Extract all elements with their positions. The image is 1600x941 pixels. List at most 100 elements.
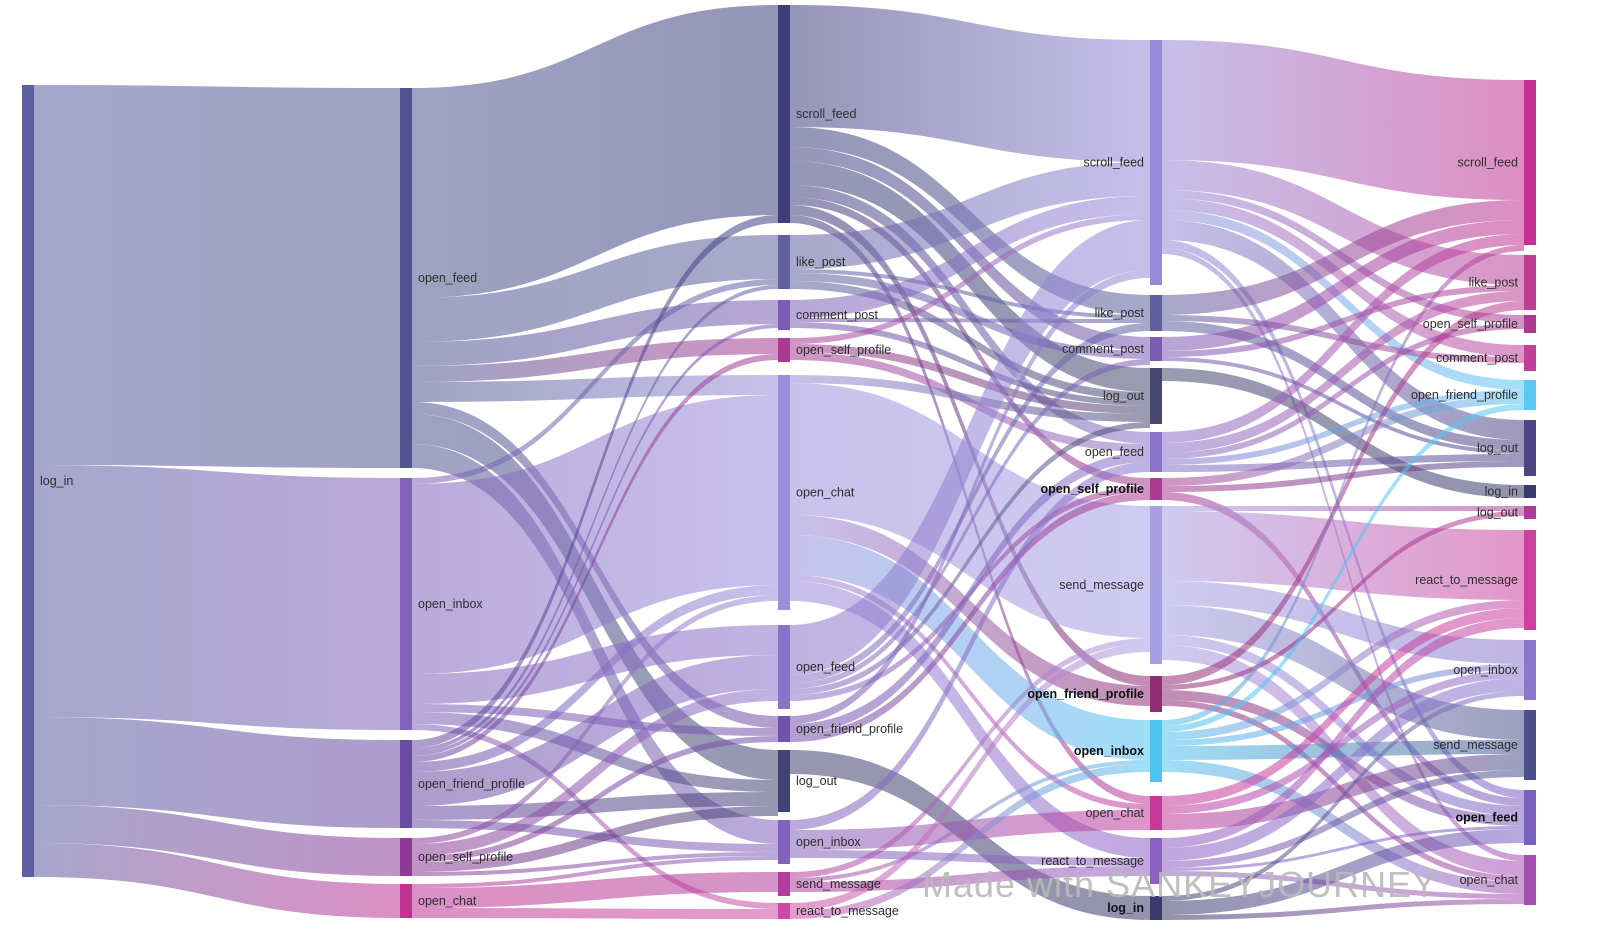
link-c1_log_in-to-c2_open_self_profile[interactable] <box>34 805 400 876</box>
link-c2_open_feed-to-c3_open_inbox[interactable] <box>412 444 778 844</box>
link-c3_open_friend_profile-to-c4_scroll_feed[interactable] <box>790 270 1150 724</box>
link-c3_send_message-to-c4_react_to_message[interactable] <box>790 866 1150 892</box>
node-c3_open_self_profile[interactable] <box>778 338 790 362</box>
link-c2_open_friend_profile-to-c3_scroll_feed[interactable] <box>412 215 778 748</box>
node-c2_open_feed[interactable] <box>400 88 412 468</box>
link-c3_open_feed-to-c4_like_post[interactable] <box>790 323 1150 683</box>
link-c3_like_post-to-c4_like_post[interactable] <box>790 269 1150 319</box>
link-c2_open_self_profile-to-c3_open_friend_profile[interactable] <box>412 736 778 862</box>
link-c3_scroll_feed-to-c4_scroll_feed[interactable] <box>790 5 1150 162</box>
node-c2_open_inbox[interactable] <box>400 478 412 730</box>
node-c5_open_chat[interactable] <box>1524 855 1536 905</box>
node-c5_send_message[interactable] <box>1524 710 1536 780</box>
node-c5_open_friend_profile[interactable] <box>1524 380 1536 410</box>
link-c4_open_inbox-to-c5_send_message[interactable] <box>1162 740 1524 760</box>
link-c2_open_feed-to-c3_open_chat[interactable] <box>412 375 778 402</box>
link-c4_open_self_profile-to-c5_log_out[interactable] <box>1162 461 1524 492</box>
link-c4_scroll_feed-to-c5_open_feed[interactable] <box>1162 240 1524 798</box>
link-c3_comment_post-to-c4_scroll_feed[interactable] <box>790 196 1150 318</box>
node-c5_like_post[interactable] <box>1524 255 1536 310</box>
link-c3_open_chat-to-c4_open_friend_profile[interactable] <box>790 515 1150 706</box>
link-c3_open_friend_profile-to-c4_open_feed[interactable] <box>790 452 1150 734</box>
link-c2_open_chat-to-c3_react_to_message[interactable] <box>412 908 778 919</box>
link-c4_comment_post-to-c5_log_out[interactable] <box>1162 357 1524 454</box>
node-c5_comment_post[interactable] <box>1524 345 1536 371</box>
link-c4_open_inbox-to-c5_scroll_feed[interactable] <box>1162 245 1524 726</box>
link-c2_open_friend_profile-to-c3_open_self_profile[interactable] <box>412 354 778 762</box>
node-c5_open_inbox[interactable] <box>1524 640 1536 700</box>
node-c4_open_self_profile[interactable] <box>1150 478 1162 500</box>
link-c4_scroll_feed-to-c5_open_friend_profile[interactable] <box>1162 210 1524 390</box>
node-c4_log_out[interactable] <box>1150 368 1162 424</box>
link-c3_open_chat-to-c4_open_chat[interactable] <box>790 575 1150 810</box>
link-c3_open_self_profile-to-c4_log_out[interactable] <box>790 344 1150 414</box>
node-c2_open_chat[interactable] <box>400 884 412 918</box>
link-c2_open_inbox-to-c3_open_feed[interactable] <box>412 625 778 704</box>
link-c2_open_self_profile-to-c3_open_inbox[interactable] <box>412 852 778 876</box>
link-c4_open_inbox-to-c5_react_to_message[interactable] <box>1162 600 1524 740</box>
link-c3_open_chat-to-c4_send_message[interactable] <box>790 383 1150 638</box>
link-c4_open_friend_profile-to-c5_log_out_2[interactable] <box>1162 511 1524 690</box>
link-c4_open_inbox-to-c5_open_chat[interactable] <box>1162 760 1524 894</box>
link-c4_like_post-to-c5_scroll_feed[interactable] <box>1162 200 1524 315</box>
node-c3_send_message[interactable] <box>778 872 790 896</box>
link-c4_scroll_feed-to-c5_like_post[interactable] <box>1162 160 1524 285</box>
node-c4_comment_post[interactable] <box>1150 337 1162 361</box>
link-c3_like_post-to-c4_log_out[interactable] <box>790 281 1150 400</box>
node-c1_log_in[interactable] <box>22 85 34 877</box>
link-c3_open_inbox-to-c4_open_chat[interactable] <box>790 810 1150 850</box>
link-c2_open_friend_profile-to-c3_comment_post[interactable] <box>412 324 778 756</box>
node-c3_open_chat[interactable] <box>778 375 790 610</box>
link-c3_open_feed-to-c4_log_out[interactable] <box>790 422 1150 695</box>
node-c3_scroll_feed[interactable] <box>778 5 790 223</box>
node-c3_comment_post[interactable] <box>778 300 790 330</box>
link-c3_open_self_profile-to-c4_scroll_feed[interactable] <box>790 214 1150 344</box>
node-c3_open_inbox[interactable] <box>778 820 790 864</box>
link-c3_open_friend_profile-to-c4_open_self_profile[interactable] <box>790 492 1150 742</box>
link-c4_comment_post-to-c5_scroll_feed[interactable] <box>1162 220 1524 351</box>
link-c4_open_feed-to-c5_log_out[interactable] <box>1162 454 1524 472</box>
node-c2_open_self_profile[interactable] <box>400 838 412 876</box>
link-c2_open_feed-to-c3_like_post[interactable] <box>412 235 778 342</box>
link-c4_react_to_message-to-c5_send_message[interactable] <box>1162 770 1524 868</box>
link-c3_comment_post-to-c4_log_out[interactable] <box>790 322 1150 406</box>
link-c3_like_post-to-c4_scroll_feed[interactable] <box>790 162 1150 269</box>
node-c5_react_to_message[interactable] <box>1524 530 1536 630</box>
link-c2_open_self_profile-to-c3_open_chat[interactable] <box>412 595 778 844</box>
link-c2_open_inbox-to-c3_like_post[interactable] <box>412 279 778 484</box>
link-c4_log_in-to-c5_open_inbox[interactable] <box>1162 691 1524 901</box>
link-c1_log_in-to-c2_open_chat[interactable] <box>34 843 400 918</box>
link-c2_open_self_profile-to-c3_log_out[interactable] <box>412 806 778 872</box>
node-c3_open_friend_profile[interactable] <box>778 716 790 742</box>
link-c3_open_chat-to-c4_react_to_message[interactable] <box>790 581 1150 858</box>
link-c4_react_to_message-to-c5_react_to_message[interactable] <box>1162 618 1524 848</box>
link-c4_scroll_feed-to-c5_scroll_feed[interactable] <box>1162 40 1524 200</box>
node-c5_open_feed[interactable] <box>1524 790 1536 845</box>
link-c4_log_out-to-c5_log_in[interactable] <box>1162 368 1524 498</box>
link-c4_scroll_feed-to-c5_comment_post[interactable] <box>1162 198 1524 357</box>
link-c4_open_feed-to-c5_like_post[interactable] <box>1162 291 1524 453</box>
link-c3_open_feed-to-c4_scroll_feed[interactable] <box>790 220 1150 675</box>
link-c4_react_to_message-to-c5_open_inbox[interactable] <box>1162 678 1524 861</box>
link-c3_react_to_message-to-c4_send_message[interactable] <box>790 644 1150 911</box>
link-c1_log_in-to-c2_open_feed[interactable] <box>34 85 400 468</box>
link-c4_open_feed-to-c5_open_self_profile[interactable] <box>1162 323 1524 459</box>
link-c2_open_chat-to-c3_open_inbox[interactable] <box>412 856 778 888</box>
node-c4_like_post[interactable] <box>1150 295 1162 331</box>
node-c4_log_in[interactable] <box>1150 896 1162 920</box>
link-c2_open_inbox-to-c3_react_to_message[interactable] <box>412 724 778 909</box>
node-c4_open_chat[interactable] <box>1150 796 1162 830</box>
link-c2_open_inbox-to-c3_open_chat[interactable] <box>412 395 778 674</box>
node-c3_open_feed[interactable] <box>778 625 790 709</box>
link-c2_open_feed-to-c3_scroll_feed[interactable] <box>412 5 778 298</box>
node-c5_scroll_feed[interactable] <box>1524 80 1536 245</box>
node-c4_send_message[interactable] <box>1150 506 1162 664</box>
link-c4_log_in-to-c5_open_feed[interactable] <box>1162 829 1524 915</box>
link-c3_open_feed-to-c4_comment_post[interactable] <box>790 359 1150 689</box>
node-c4_open_friend_profile[interactable] <box>1150 676 1162 712</box>
link-c4_open_self_profile-to-c5_open_feed[interactable] <box>1162 492 1524 806</box>
node-c5_log_out[interactable] <box>1524 420 1536 476</box>
link-c3_open_inbox-to-c4_react_to_message[interactable] <box>790 850 1150 866</box>
link-c2_open_friend_profile-to-c3_open_feed[interactable] <box>412 655 778 806</box>
link-c4_open_feed-to-c5_open_friend_profile[interactable] <box>1162 390 1524 465</box>
